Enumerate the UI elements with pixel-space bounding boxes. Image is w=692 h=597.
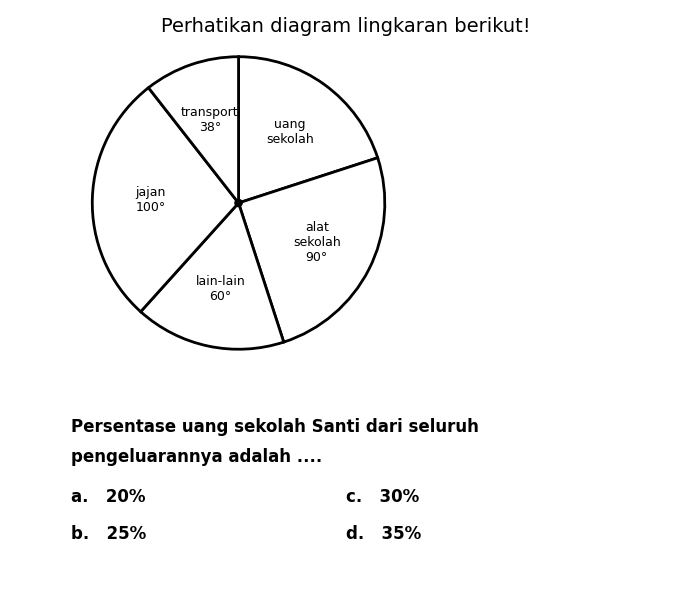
Text: a.   20%: a. 20% — [71, 488, 146, 506]
Wedge shape — [149, 57, 239, 203]
Text: alat
sekolah
90°: alat sekolah 90° — [293, 221, 340, 264]
Text: d.   35%: d. 35% — [346, 525, 421, 543]
Wedge shape — [239, 158, 385, 342]
Wedge shape — [92, 88, 239, 312]
Wedge shape — [239, 57, 378, 203]
Text: b.   25%: b. 25% — [71, 525, 147, 543]
Text: Persentase uang sekolah Santi dari seluruh: Persentase uang sekolah Santi dari selur… — [71, 418, 480, 436]
Text: jajan
100°: jajan 100° — [136, 186, 166, 214]
Text: Perhatikan diagram lingkaran berikut!: Perhatikan diagram lingkaran berikut! — [161, 17, 531, 36]
Circle shape — [235, 199, 242, 207]
Wedge shape — [140, 203, 284, 349]
Text: uang
sekolah: uang sekolah — [266, 118, 314, 146]
Text: lain-lain
60°: lain-lain 60° — [195, 275, 245, 303]
Text: pengeluarannya adalah ....: pengeluarannya adalah .... — [71, 448, 322, 466]
Text: c.   30%: c. 30% — [346, 488, 419, 506]
Text: transport
38°: transport 38° — [181, 106, 239, 134]
